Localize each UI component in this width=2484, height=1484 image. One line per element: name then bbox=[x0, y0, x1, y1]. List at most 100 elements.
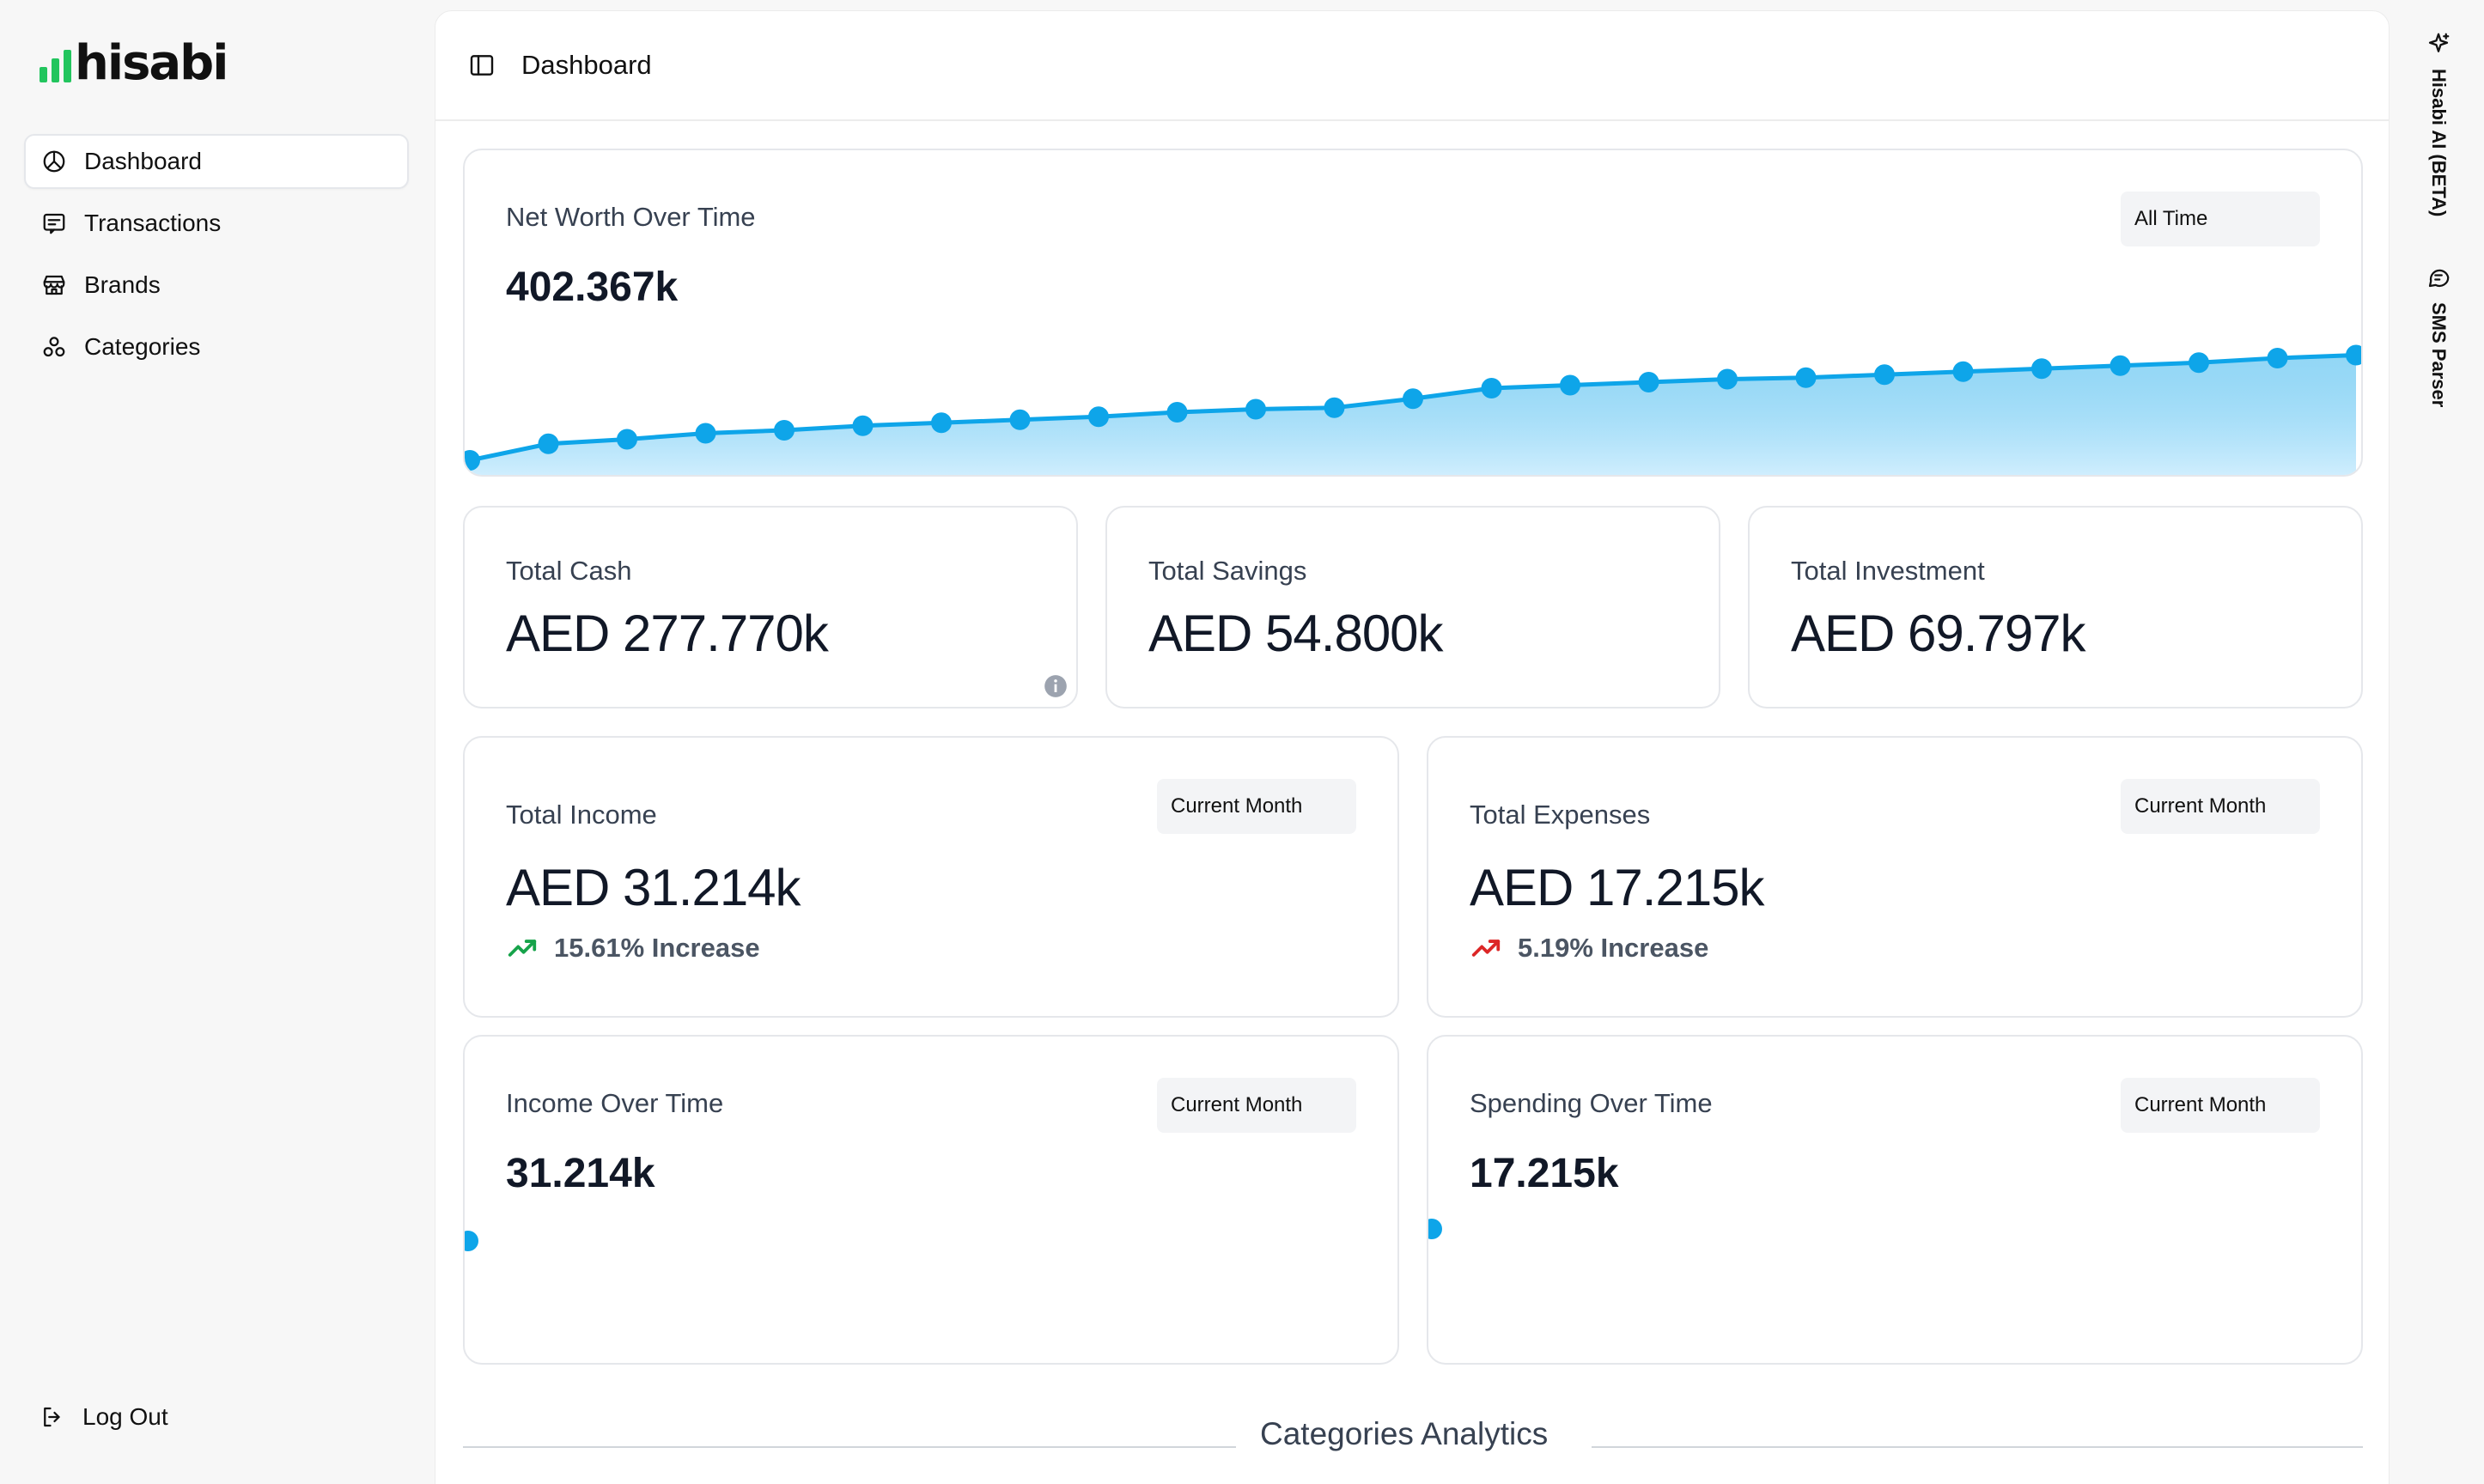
total-cash-card: Total Cash AED 277.770k bbox=[463, 506, 1078, 709]
net-worth-point[interactable] bbox=[1560, 374, 1580, 396]
income-over-time-label: Income Over Time bbox=[506, 1088, 724, 1118]
total-investment-card: Total Investment AED 69.797k bbox=[1748, 506, 2363, 709]
income-trend: 15.61% Increase bbox=[506, 932, 760, 964]
net-worth-point[interactable] bbox=[1874, 364, 1895, 386]
info-icon[interactable] bbox=[1044, 674, 1068, 698]
message-icon bbox=[2428, 269, 2450, 288]
total-savings-card: Total Savings AED 54.800k bbox=[1105, 506, 1720, 709]
net-worth-point[interactable] bbox=[617, 429, 637, 450]
spending-over-time-chart bbox=[1428, 1219, 1442, 1239]
sidebar-item-dashboard[interactable]: Dashboard bbox=[24, 134, 409, 189]
income-over-time-card: Income Over Time Current Month 31.214k bbox=[463, 1035, 1399, 1365]
total-income-label: Total Income bbox=[506, 800, 657, 830]
transactions-icon bbox=[43, 213, 65, 234]
net-worth-point[interactable] bbox=[1795, 367, 1817, 388]
logo-bars-icon bbox=[40, 45, 71, 88]
sidebar-item-transactions[interactable]: Transactions bbox=[24, 196, 409, 251]
sparkle-icon bbox=[2428, 33, 2450, 52]
net-worth-point[interactable] bbox=[695, 423, 716, 444]
sidebar-item-brands[interactable]: Brands bbox=[24, 258, 409, 313]
sidebar: hisabi Dashboard Transactions Brands Cat… bbox=[0, 0, 435, 1484]
income-range-select[interactable]: Current Month bbox=[1157, 779, 1356, 834]
net-worth-value: 402.367k bbox=[506, 265, 679, 310]
income-over-time-chart bbox=[465, 1231, 478, 1251]
net-worth-point[interactable] bbox=[774, 420, 795, 441]
net-worth-chart bbox=[465, 344, 2361, 475]
total-savings-value: AED 54.800k bbox=[1148, 605, 1444, 662]
net-worth-point[interactable] bbox=[2346, 344, 2361, 366]
net-worth-point[interactable] bbox=[538, 433, 559, 454]
net-worth-point[interactable] bbox=[1166, 402, 1188, 423]
spending-over-time-range-select[interactable]: Current Month bbox=[2121, 1078, 2320, 1133]
sidebar-item-label: Dashboard bbox=[84, 148, 202, 174]
net-worth-point[interactable] bbox=[465, 450, 480, 471]
categories-divider-right bbox=[1592, 1446, 2363, 1448]
net-worth-point[interactable] bbox=[1952, 361, 1974, 382]
categories-analytics-title: Categories Analytics bbox=[1243, 1416, 1566, 1452]
net-worth-range-select[interactable]: All Time bbox=[2121, 192, 2320, 246]
hisabi-ai-label: Hisabi AI (BETA) bbox=[2428, 69, 2450, 217]
income-over-time-point[interactable] bbox=[465, 1231, 478, 1251]
logout-label: Log Out bbox=[82, 1403, 168, 1430]
hisabi-ai-button[interactable]: Hisabi AI (BETA) bbox=[2426, 31, 2451, 216]
net-worth-point[interactable] bbox=[1638, 372, 1659, 392]
total-cash-value: AED 277.770k bbox=[506, 605, 829, 662]
income-trend-label: 15.61% Increase bbox=[554, 933, 760, 963]
logout-button[interactable]: Log Out bbox=[40, 1403, 168, 1431]
net-worth-area bbox=[470, 355, 2356, 475]
net-worth-point[interactable] bbox=[1009, 409, 1031, 430]
categories-icon bbox=[43, 337, 65, 357]
total-expenses-value: AED 17.215k bbox=[1470, 859, 1765, 916]
spending-over-time-label: Spending Over Time bbox=[1470, 1088, 1713, 1118]
expenses-trend: 5.19% Increase bbox=[1470, 932, 1708, 964]
total-expenses-label: Total Expenses bbox=[1470, 800, 1651, 830]
net-worth-point[interactable] bbox=[2031, 358, 2052, 380]
net-worth-point[interactable] bbox=[1245, 398, 1266, 420]
expenses-trend-label: 5.19% Increase bbox=[1518, 933, 1709, 963]
sidebar-item-label: Categories bbox=[84, 333, 201, 360]
sidebar-item-categories[interactable]: Categories bbox=[24, 319, 409, 374]
net-worth-point[interactable] bbox=[931, 412, 952, 434]
net-worth-card: Net Worth Over Time 402.367k All Time bbox=[463, 149, 2363, 477]
logo-text: hisabi bbox=[75, 35, 228, 91]
total-savings-label: Total Savings bbox=[1148, 556, 1307, 586]
logo[interactable]: hisabi bbox=[40, 35, 228, 91]
total-investment-value: AED 69.797k bbox=[1791, 605, 2086, 662]
sidebar-nav: Dashboard Transactions Brands Categories bbox=[24, 134, 409, 381]
expenses-range-select[interactable]: Current Month bbox=[2121, 779, 2320, 834]
sidebar-item-label: Brands bbox=[84, 271, 161, 298]
spending-over-time-value: 17.215k bbox=[1470, 1151, 1619, 1196]
spending-over-time-card: Spending Over Time Current Month 17.215k bbox=[1427, 1035, 2363, 1365]
trending-up-icon bbox=[1471, 940, 1501, 957]
right-rail: Hisabi AI (BETA) SMS Parser bbox=[2390, 0, 2484, 1484]
total-investment-label: Total Investment bbox=[1791, 556, 1985, 586]
net-worth-point[interactable] bbox=[1717, 368, 1738, 390]
spending-over-time-point[interactable] bbox=[1428, 1219, 1442, 1239]
sidebar-item-label: Transactions bbox=[84, 210, 222, 236]
net-worth-point[interactable] bbox=[1324, 397, 1345, 418]
sms-parser-button[interactable]: SMS Parser bbox=[2426, 265, 2451, 407]
net-worth-point[interactable] bbox=[1403, 388, 1423, 410]
store-icon bbox=[43, 275, 65, 295]
net-worth-point[interactable] bbox=[2110, 355, 2131, 376]
sms-parser-label: SMS Parser bbox=[2428, 302, 2450, 408]
page-title: Dashboard bbox=[521, 50, 652, 80]
total-income-value: AED 31.214k bbox=[506, 859, 801, 916]
main-panel: Dashboard Net Worth Over Time 402.367k A… bbox=[435, 10, 2390, 1484]
dashboard-icon bbox=[43, 150, 65, 173]
net-worth-label: Net Worth Over Time bbox=[506, 202, 756, 232]
net-worth-point[interactable] bbox=[2267, 348, 2288, 368]
total-income-card: Total Income Current Month AED 31.214k 1… bbox=[463, 736, 1399, 1018]
net-worth-point[interactable] bbox=[1088, 406, 1109, 428]
sidebar-toggle-icon[interactable] bbox=[468, 52, 496, 79]
logout-icon bbox=[44, 1407, 60, 1427]
net-worth-point[interactable] bbox=[2189, 352, 2209, 374]
trending-up-icon bbox=[508, 940, 537, 957]
net-worth-point[interactable] bbox=[1481, 378, 1502, 398]
total-expenses-card: Total Expenses Current Month AED 17.215k… bbox=[1427, 736, 2363, 1018]
income-over-time-value: 31.214k bbox=[506, 1151, 655, 1196]
categories-divider-left bbox=[463, 1446, 1236, 1448]
income-over-time-range-select[interactable]: Current Month bbox=[1157, 1078, 1356, 1133]
total-cash-label: Total Cash bbox=[506, 556, 632, 586]
net-worth-point[interactable] bbox=[852, 415, 874, 436]
